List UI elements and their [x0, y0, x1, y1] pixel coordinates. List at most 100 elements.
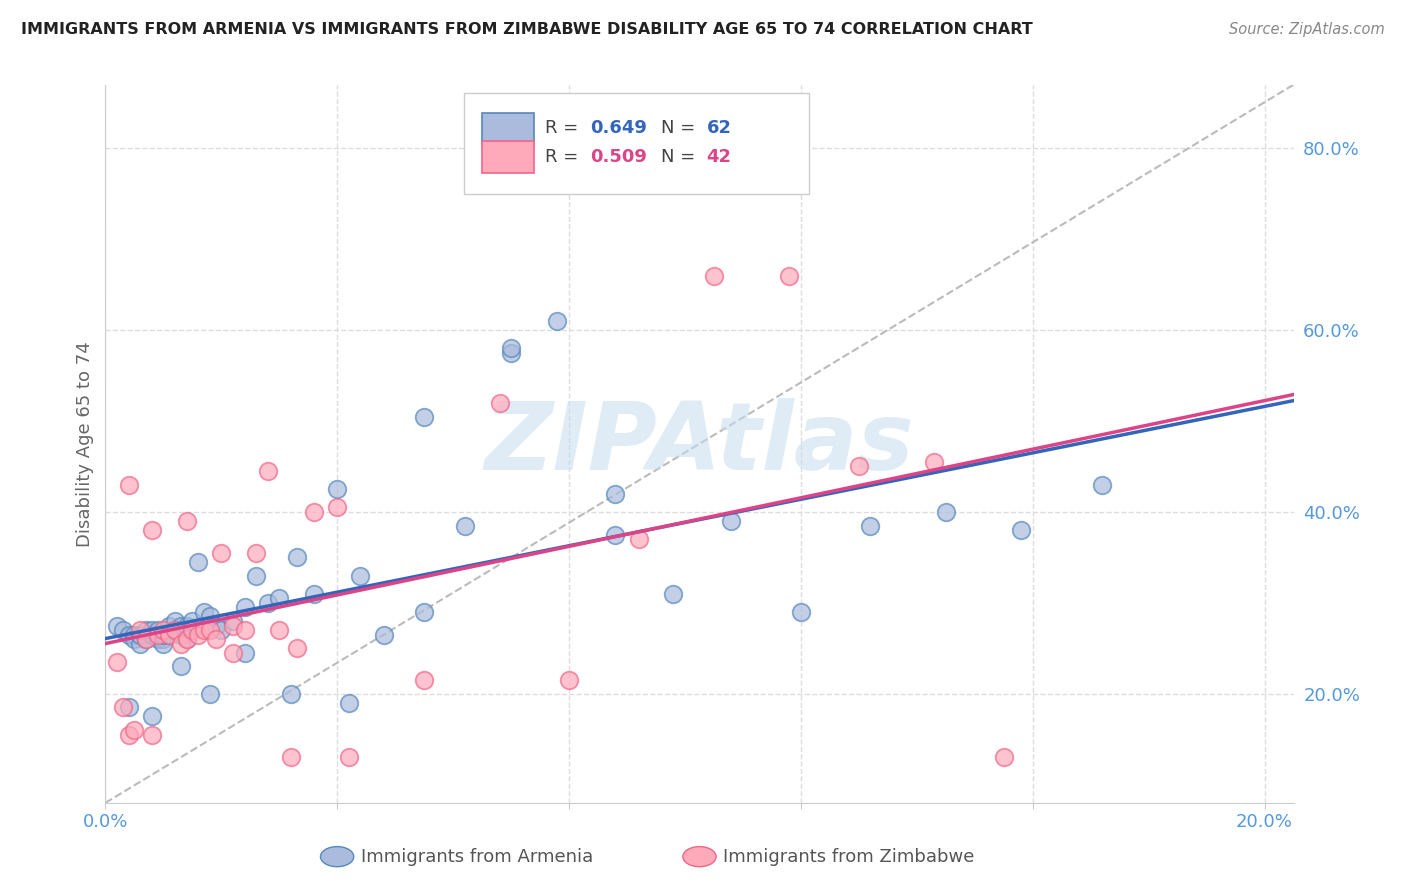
Point	[117, 477, 139, 491]
Text: 42: 42	[707, 147, 731, 166]
Point	[269, 591, 291, 606]
Point	[285, 641, 308, 656]
Point	[146, 632, 169, 647]
Point	[117, 728, 139, 742]
Point	[181, 623, 204, 637]
Point	[163, 623, 186, 637]
Point	[501, 342, 523, 356]
Circle shape	[321, 847, 354, 867]
Point	[778, 268, 800, 283]
Point	[141, 728, 163, 742]
Point	[135, 632, 157, 647]
Point	[152, 623, 174, 637]
Point	[233, 623, 256, 637]
Text: Source: ZipAtlas.com: Source: ZipAtlas.com	[1229, 22, 1385, 37]
Point	[209, 546, 232, 560]
Point	[605, 527, 627, 541]
Point	[193, 623, 215, 637]
Point	[141, 523, 163, 537]
Point	[326, 482, 349, 496]
Point	[152, 632, 174, 647]
Point	[146, 623, 169, 637]
Point	[337, 750, 360, 764]
Point	[703, 268, 725, 283]
Point	[124, 723, 146, 737]
Point	[105, 655, 128, 669]
Point	[993, 750, 1015, 764]
Point	[157, 627, 180, 641]
Point	[176, 632, 198, 647]
Point	[141, 627, 163, 641]
Point	[349, 568, 371, 582]
FancyBboxPatch shape	[482, 142, 534, 173]
Point	[129, 637, 152, 651]
Point	[111, 623, 134, 637]
Point	[280, 750, 302, 764]
Point	[1010, 523, 1032, 537]
Point	[547, 314, 569, 328]
Point	[170, 627, 193, 641]
Text: ZIPAtlas: ZIPAtlas	[485, 398, 914, 490]
Point	[1091, 477, 1114, 491]
Point	[135, 623, 157, 637]
Point	[157, 627, 180, 641]
Point	[454, 518, 477, 533]
Point	[269, 623, 291, 637]
Point	[152, 637, 174, 651]
Text: R =: R =	[546, 119, 583, 136]
Point	[146, 627, 169, 641]
Circle shape	[683, 847, 716, 867]
Point	[922, 455, 945, 469]
Point	[163, 614, 186, 628]
Point	[790, 605, 813, 619]
Point	[111, 700, 134, 714]
Point	[627, 532, 650, 546]
Point	[720, 514, 742, 528]
Point	[129, 627, 152, 641]
Point	[105, 618, 128, 632]
Text: 62: 62	[707, 119, 731, 136]
Point	[198, 609, 221, 624]
Point	[152, 627, 174, 641]
Point	[605, 487, 627, 501]
Point	[187, 627, 209, 641]
Point	[859, 518, 882, 533]
Point	[373, 627, 395, 641]
Text: 0.509: 0.509	[591, 147, 647, 166]
Point	[187, 555, 209, 569]
Point	[176, 618, 198, 632]
Point	[558, 673, 581, 687]
Point	[302, 505, 325, 519]
Point	[176, 632, 198, 647]
Point	[280, 687, 302, 701]
Point	[204, 618, 226, 632]
Point	[245, 546, 267, 560]
Point	[256, 596, 278, 610]
Point	[209, 623, 232, 637]
Point	[233, 600, 256, 615]
Point	[285, 550, 308, 565]
Point	[176, 514, 198, 528]
Point	[337, 696, 360, 710]
Point	[129, 623, 152, 637]
Point	[233, 646, 256, 660]
Text: Immigrants from Armenia: Immigrants from Armenia	[361, 847, 593, 865]
Point	[141, 623, 163, 637]
Point	[170, 618, 193, 632]
Point	[413, 605, 436, 619]
Point	[413, 409, 436, 424]
Point	[488, 396, 510, 410]
Point	[117, 627, 139, 641]
Point	[163, 623, 186, 637]
Point	[124, 632, 146, 647]
Text: Immigrants from Zimbabwe: Immigrants from Zimbabwe	[723, 847, 974, 865]
Point	[198, 623, 221, 637]
FancyBboxPatch shape	[464, 94, 808, 194]
Point	[302, 587, 325, 601]
Point	[222, 618, 245, 632]
Point	[198, 687, 221, 701]
Y-axis label: Disability Age 65 to 74: Disability Age 65 to 74	[76, 341, 94, 547]
Point	[124, 627, 146, 641]
Point	[935, 505, 957, 519]
Point	[662, 587, 685, 601]
